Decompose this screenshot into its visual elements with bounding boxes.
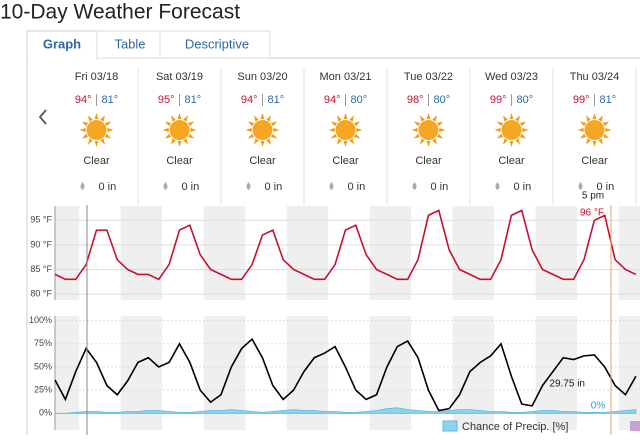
- tab-label[interactable]: Graph: [43, 36, 81, 51]
- day-low: 80°: [351, 94, 368, 106]
- day-low: 81°: [185, 94, 202, 106]
- day-date: Mon 03/21: [320, 71, 372, 83]
- day-date: Fri 03/18: [75, 71, 118, 83]
- night-band: [618, 316, 640, 430]
- night-band: [55, 206, 80, 300]
- y-tick-label: 80 °F: [30, 288, 52, 298]
- day-low: 81°: [102, 94, 119, 106]
- day-precip: 0 in: [265, 181, 283, 193]
- y-tick-label: 90 °F: [30, 239, 52, 249]
- day-high: 99°: [490, 94, 507, 106]
- data-line: [54, 337, 637, 412]
- day-condition: Clear: [498, 155, 525, 167]
- night-band: [369, 206, 412, 300]
- day-precip: 0 in: [182, 181, 200, 193]
- rain-icon: [329, 182, 334, 190]
- day-condition: Clear: [83, 155, 110, 167]
- day-high: 98°: [407, 94, 424, 106]
- rain-icon: [163, 182, 168, 190]
- night-band: [535, 206, 578, 300]
- day-condition: Clear: [332, 155, 359, 167]
- prev-arrow[interactable]: [38, 109, 47, 125]
- rain-icon: [412, 182, 417, 190]
- day-low: 80°: [434, 94, 451, 106]
- day-precip: 0 in: [597, 181, 615, 193]
- day-high: 94°: [241, 94, 258, 106]
- data-line: [54, 209, 637, 281]
- night-band: [120, 206, 163, 300]
- day-low: 81°: [268, 94, 285, 106]
- night-band: [286, 206, 329, 300]
- y-tick-label: 100%: [29, 315, 52, 325]
- page-title: 10-Day Weather Forecast: [0, 1, 240, 24]
- night-band: [203, 206, 246, 300]
- day-condition: Clear: [166, 155, 193, 167]
- y-tick-label: 95 °F: [30, 215, 52, 225]
- night-band: [618, 206, 640, 300]
- rain-icon: [495, 182, 500, 190]
- sun-icon: [335, 120, 356, 140]
- sun-icon: [418, 120, 439, 140]
- day-condition: Clear: [581, 155, 608, 167]
- y-tick-label: 0%: [39, 408, 52, 418]
- sun-icon: [501, 120, 522, 140]
- day-low: 81°: [600, 94, 617, 106]
- day-high: 99°: [573, 94, 590, 106]
- legend-label: Chance of Precip. [%]: [462, 421, 568, 433]
- tab[interactable]: [96, 30, 161, 59]
- y-tick-label: 85 °F: [30, 264, 52, 274]
- tab-label[interactable]: Table: [114, 36, 145, 51]
- y-tick-label: 75%: [34, 338, 52, 348]
- y-tick-label: 50%: [34, 361, 52, 371]
- day-precip: 0 in: [431, 181, 449, 193]
- day-date: Tue 03/22: [404, 71, 453, 83]
- sun-icon: [86, 120, 107, 140]
- day-condition: Clear: [415, 155, 442, 167]
- day-precip: 0 in: [514, 181, 532, 193]
- day-high: 95°: [158, 94, 175, 106]
- tab[interactable]: [159, 30, 271, 59]
- day-date: Wed 03/23: [485, 71, 538, 83]
- day-condition: Clear: [249, 155, 276, 167]
- day-precip: 0 in: [99, 181, 117, 193]
- y-tick-label: 25%: [34, 385, 52, 395]
- day-high: 94°: [75, 94, 92, 106]
- day-date: Sun 03/20: [237, 71, 287, 83]
- rain-icon: [578, 182, 583, 190]
- day-precip: 0 in: [348, 181, 366, 193]
- tooltip-time: 5 pm: [582, 191, 604, 202]
- annotation: 0%: [591, 401, 606, 412]
- day-date: Sat 03/19: [156, 71, 203, 83]
- legend-swatch: [442, 420, 458, 432]
- rain-icon: [80, 182, 85, 190]
- annotation: 29.75 in: [549, 379, 585, 390]
- night-band: [452, 206, 495, 300]
- day-date: Thu 03/24: [570, 71, 620, 83]
- sun-icon: [252, 120, 273, 140]
- tab-gap: [28, 57, 96, 60]
- tab-label[interactable]: Descriptive: [185, 36, 249, 51]
- legend-swatch: [630, 421, 640, 431]
- precip-area: [55, 407, 637, 414]
- sun-icon: [169, 120, 190, 140]
- tooltip-temp: 96 °F: [580, 208, 604, 219]
- sun-icon: [584, 120, 605, 140]
- rain-icon: [246, 182, 251, 190]
- backgrounds: [55, 206, 640, 430]
- day-low: 80°: [517, 94, 534, 106]
- day-high: 94°: [324, 94, 341, 106]
